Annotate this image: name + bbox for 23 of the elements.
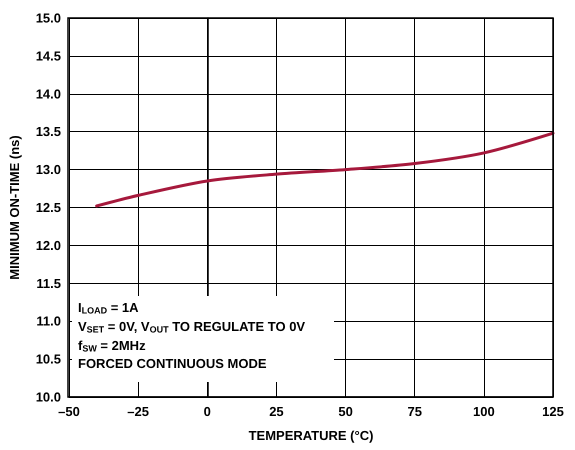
y-tick-label: 11.0 xyxy=(36,314,61,329)
y-tick-label: 12.0 xyxy=(36,238,61,253)
y-axis-title: MINIMUM ON-TIME (ns) xyxy=(7,135,22,280)
x-tick-label: 125 xyxy=(542,404,564,419)
y-tick-label: 14.0 xyxy=(36,86,61,102)
y-tick-label: 13.5 xyxy=(36,124,61,140)
annotation: FORCED CONTINUOUS MODE xyxy=(78,356,267,371)
y-tick-label: 10.5 xyxy=(36,352,61,367)
y-tick-label: 12.5 xyxy=(36,200,61,215)
x-tick-label: –50 xyxy=(58,404,80,419)
y-tick-label: 10.0 xyxy=(36,390,61,404)
y-tick-label: 13.0 xyxy=(36,162,61,178)
x-tick-label: 25 xyxy=(269,404,284,419)
y-tick-label: 15.0 xyxy=(36,10,61,26)
y-tick-label: 11.5 xyxy=(36,276,61,291)
x-axis-title: TEMPERATURE (°C) xyxy=(248,428,374,443)
y-tick-label: 14.5 xyxy=(36,48,61,64)
line-series xyxy=(95,132,554,208)
x-tick-label: 75 xyxy=(407,404,422,419)
x-tick-label: 100 xyxy=(473,404,495,419)
x-tick-label: 0 xyxy=(204,404,211,419)
x-tick-label: 50 xyxy=(338,404,353,419)
x-tick-label: –25 xyxy=(127,404,149,419)
